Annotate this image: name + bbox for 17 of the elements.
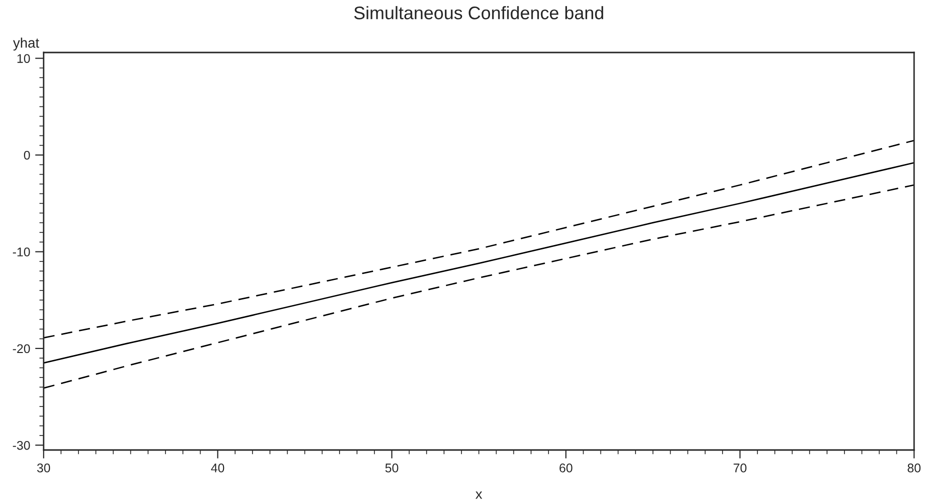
x-tick-label: 40	[211, 464, 224, 472]
chart-title: Simultaneous Confidence band	[354, 6, 604, 20]
y-tick-label: -30	[12, 440, 30, 450]
x-tick-label: 50	[385, 464, 398, 472]
y-tick-label: 10	[17, 54, 30, 63]
x-tick-label: 80	[908, 464, 921, 472]
y-tick-label: 0	[24, 150, 30, 160]
y-axis-title: yhat	[13, 38, 40, 51]
line-series	[44, 162, 914, 364]
line-series	[44, 140, 914, 339]
x-axis-title: x	[476, 491, 482, 499]
x-tick-label: 70	[734, 464, 746, 472]
line-series	[44, 184, 914, 389]
y-tick-label: -20	[12, 344, 30, 354]
x-tick-label: 30	[37, 464, 50, 472]
x-tick-label: 60	[560, 464, 572, 472]
y-tick-label: -10	[12, 248, 30, 256]
